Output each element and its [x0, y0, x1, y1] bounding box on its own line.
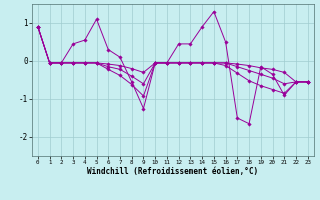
- X-axis label: Windchill (Refroidissement éolien,°C): Windchill (Refroidissement éolien,°C): [87, 167, 258, 176]
